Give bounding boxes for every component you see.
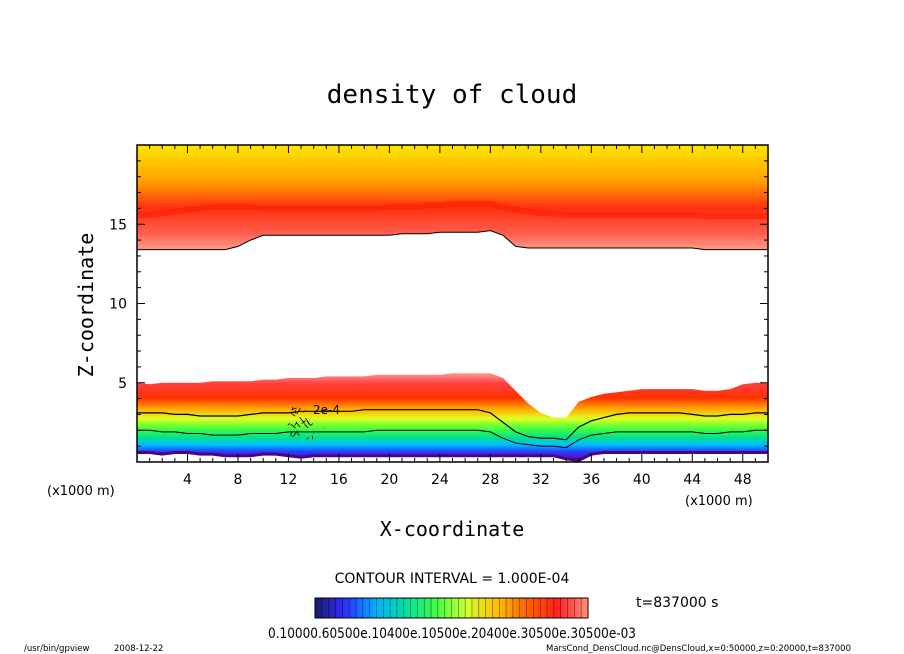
x-tick-label: 36 — [582, 472, 600, 488]
contour-noise-stroke — [306, 437, 309, 440]
y-axis-label: Z-coordinate — [74, 233, 98, 378]
x-tick-label: 24 — [431, 472, 449, 488]
contour-label: 2e-4 — [313, 403, 340, 417]
contour-noise-stroke — [290, 431, 292, 437]
x-tick-label: 48 — [734, 472, 752, 488]
contour-line-1e-4 — [137, 429, 768, 449]
y-tick-label: 15 — [109, 217, 127, 233]
x-unit-label-right: (x1000 m) — [685, 494, 753, 509]
contour-noise-stroke — [305, 417, 310, 425]
contour-noise-stroke — [295, 421, 301, 428]
x-tick-label: 4 — [183, 472, 192, 488]
x-axis-label: X-coordinate — [380, 517, 525, 541]
y-tick-label: 5 — [118, 376, 127, 392]
x-tick-label: 8 — [233, 472, 242, 488]
x-tick-label: 44 — [683, 472, 701, 488]
upper-cloud-peak-band — [137, 200, 768, 220]
x-tick-label: 28 — [481, 472, 499, 488]
contour-noise-stroke — [291, 407, 297, 411]
colorbar-labels: 0.10000.60500e.10400e.10500e.20400e.3050… — [268, 626, 636, 642]
contour-noise-stroke — [294, 422, 297, 426]
y-axis: 5 10 15 — [109, 160, 768, 447]
lower-cloud-layer — [137, 373, 768, 461]
x-unit-label-left: (x1000 m) — [47, 484, 115, 499]
y-tick-label: 10 — [109, 297, 127, 313]
contour-noise-stroke — [287, 423, 290, 426]
footer-source: MarsCond_DensCloud.nc@DensCloud,x=0:5000… — [546, 644, 851, 654]
contour-noise-stroke — [290, 412, 296, 417]
contour-line-2e-4 — [137, 409, 768, 441]
contour-noise-stroke — [323, 408, 327, 412]
contour-noise-stroke — [302, 411, 304, 413]
upper-cloud-layer — [137, 145, 768, 250]
x-tick-label: 16 — [330, 472, 348, 488]
chart-title: density of cloud — [327, 80, 577, 110]
contour-noise-stroke — [304, 424, 309, 429]
x-tick-label: 12 — [280, 472, 298, 488]
contour-noise-stroke — [302, 420, 305, 424]
lower-cloud-base — [137, 451, 768, 462]
footer-program: /usr/bin/gpview — [24, 644, 89, 654]
x-tick-label: 20 — [380, 472, 398, 488]
colorbar — [314, 597, 589, 619]
upper-cloud-base-contour — [137, 230, 768, 251]
contour-interval-label: CONTOUR INTERVAL = 1.000E-04 — [335, 571, 570, 587]
contour-noise-region — [287, 406, 327, 440]
contour-noise-stroke — [296, 407, 301, 415]
contour-noise-stroke — [296, 430, 300, 436]
contour-noise-stroke — [310, 423, 314, 426]
footer-date: 2008-12-22 — [114, 644, 163, 654]
x-tick-label: 40 — [633, 472, 651, 488]
x-axis: 4 8 12 16 20 24 28 32 36 40 44 48 — [149, 145, 756, 488]
time-label: t=837000 s — [636, 595, 718, 611]
contour-noise-stroke — [290, 423, 296, 429]
x-tick-label: 32 — [532, 472, 550, 488]
